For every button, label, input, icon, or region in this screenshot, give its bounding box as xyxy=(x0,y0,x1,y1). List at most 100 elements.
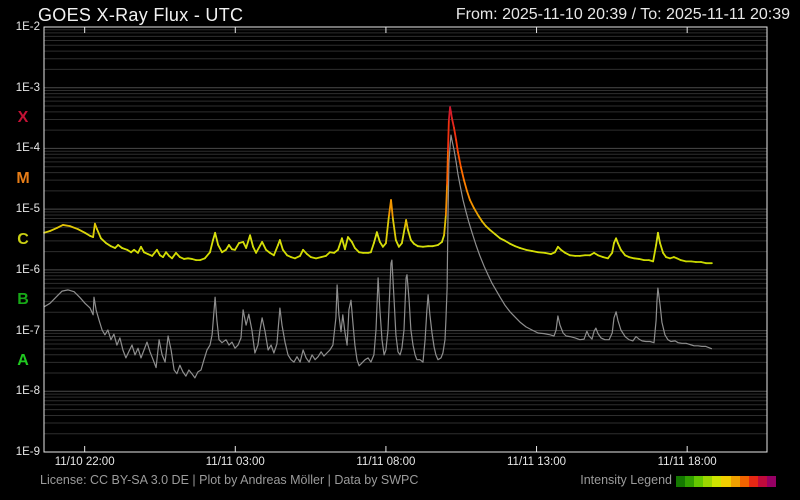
legend-color-swatch xyxy=(703,476,713,487)
x-tick-label: 11/11 08:00 xyxy=(356,456,416,468)
long-curve-segment xyxy=(302,248,308,255)
long-curve-segment xyxy=(272,244,279,257)
short-curve xyxy=(43,134,713,379)
x-tick-label: 11/11 18:00 xyxy=(657,456,717,468)
long-curve-segment xyxy=(504,239,511,245)
long-curve-segment xyxy=(214,231,220,246)
long-curve-segment xyxy=(96,228,102,240)
long-curve-segment xyxy=(446,149,449,186)
long-curve-segment xyxy=(469,199,475,209)
long-curve-segment xyxy=(347,236,353,243)
long-curve-segment xyxy=(463,179,468,192)
long-curve-segment xyxy=(455,139,459,153)
long-curve-segment xyxy=(391,217,397,242)
page-title: GOES X-Ray Flux - UTC xyxy=(38,5,244,25)
long-curve-segment xyxy=(407,228,412,242)
flux-class-letter-M: M xyxy=(16,169,30,187)
long-curve-segment xyxy=(544,251,552,255)
long-curve-segment xyxy=(151,248,158,257)
long-curve-segment xyxy=(450,111,453,119)
long-curve-segment xyxy=(441,234,445,243)
long-curve-segment xyxy=(537,251,546,254)
plot-frame xyxy=(43,26,768,453)
long-curve-segment xyxy=(369,242,375,254)
y-tick-label: 1E-9 xyxy=(15,446,40,458)
y-tick-label: 1E-6 xyxy=(15,263,40,276)
long-curve-segment xyxy=(84,231,91,237)
legend-color-swatch xyxy=(739,476,749,487)
long-curve-segment xyxy=(450,117,455,129)
legend-color-swatch xyxy=(721,476,731,487)
long-curve-segment xyxy=(460,166,465,181)
long-curve-segment xyxy=(375,231,381,243)
long-curve-segment xyxy=(162,251,167,259)
legend-color-swatch xyxy=(712,476,722,487)
long-curve-segment xyxy=(350,241,356,249)
long-curve-segment xyxy=(337,237,343,251)
long-curve-segment xyxy=(255,241,264,254)
y-tick-label: 1E-3 xyxy=(15,81,40,94)
long-curve-segment xyxy=(156,248,161,257)
long-curve-segment xyxy=(94,222,98,231)
long-curve-segment xyxy=(92,222,96,238)
long-curve-segment xyxy=(43,230,51,234)
x-tick-label: 11/11 03:00 xyxy=(205,456,265,468)
intensity-legend-label: Intensity Legend xyxy=(580,473,672,487)
long-curve-segment xyxy=(453,126,458,141)
long-curve-segment xyxy=(378,241,384,248)
long-curve-segment xyxy=(477,214,483,223)
long-curve-segment xyxy=(443,214,447,237)
long-curve-segment xyxy=(657,231,661,245)
x-tick-label: 11/10 22:00 xyxy=(54,456,115,468)
long-curve-segment xyxy=(217,244,223,254)
long-curve-segment xyxy=(554,245,559,254)
long-curve-segment xyxy=(261,241,267,251)
flux-class-letter-B: B xyxy=(17,291,29,309)
legend-color-swatch xyxy=(730,476,740,487)
long-curve-segment xyxy=(619,248,627,257)
x-tick-label: 11/11 13:00 xyxy=(507,456,567,468)
long-curve-segment xyxy=(481,220,487,228)
long-curve-segment xyxy=(105,242,112,248)
flux-class-letter-X: X xyxy=(17,109,29,127)
long-curve-segment xyxy=(299,248,304,257)
long-curve-segment xyxy=(121,247,129,251)
long-curve-segment xyxy=(249,234,254,248)
legend-color-swatch xyxy=(676,476,686,487)
legend-color-swatch xyxy=(766,476,777,487)
long-curve-segment xyxy=(488,228,496,235)
long-curve-segment xyxy=(472,207,480,217)
long-curve-segment xyxy=(531,250,539,254)
y-tick-label: 1E-2 xyxy=(15,21,40,33)
long-curve-segment xyxy=(209,239,214,254)
long-curve-segment xyxy=(353,247,361,254)
long-curve-segment xyxy=(69,225,79,231)
intensity-legend-bar xyxy=(676,476,777,487)
long-curve-segment xyxy=(405,219,409,231)
long-curve-segment xyxy=(234,242,240,251)
long-curve-segment xyxy=(372,231,378,245)
long-curve-segment xyxy=(140,245,145,254)
flux-class-letter-C: C xyxy=(17,230,29,248)
y-tick-label: 1E-4 xyxy=(15,142,40,155)
time-range-label: From: 2025-11-10 20:39 / To: 2025-11-11 … xyxy=(455,6,790,23)
flux-class-letter-A: A xyxy=(17,351,29,369)
long-curve-segment xyxy=(457,151,462,169)
legend-color-swatch xyxy=(685,476,695,487)
long-curve-segment xyxy=(171,251,177,260)
long-curve-segment xyxy=(390,199,394,220)
long-curve-segment xyxy=(525,248,533,252)
legend-color-swatch xyxy=(748,476,758,487)
long-curve-segment xyxy=(278,239,284,251)
long-curve-segment xyxy=(444,183,448,217)
y-tick-label: 1E-8 xyxy=(15,385,40,398)
long-curve-segment xyxy=(245,234,251,249)
long-curve-segment xyxy=(77,228,86,234)
long-curve-segment xyxy=(281,248,289,257)
long-curve-segment xyxy=(607,251,614,260)
long-curve-segment xyxy=(659,242,664,254)
y-tick-label: 1E-5 xyxy=(15,203,40,216)
long-curve-segment xyxy=(100,237,107,245)
long-curve-segment xyxy=(203,251,211,260)
